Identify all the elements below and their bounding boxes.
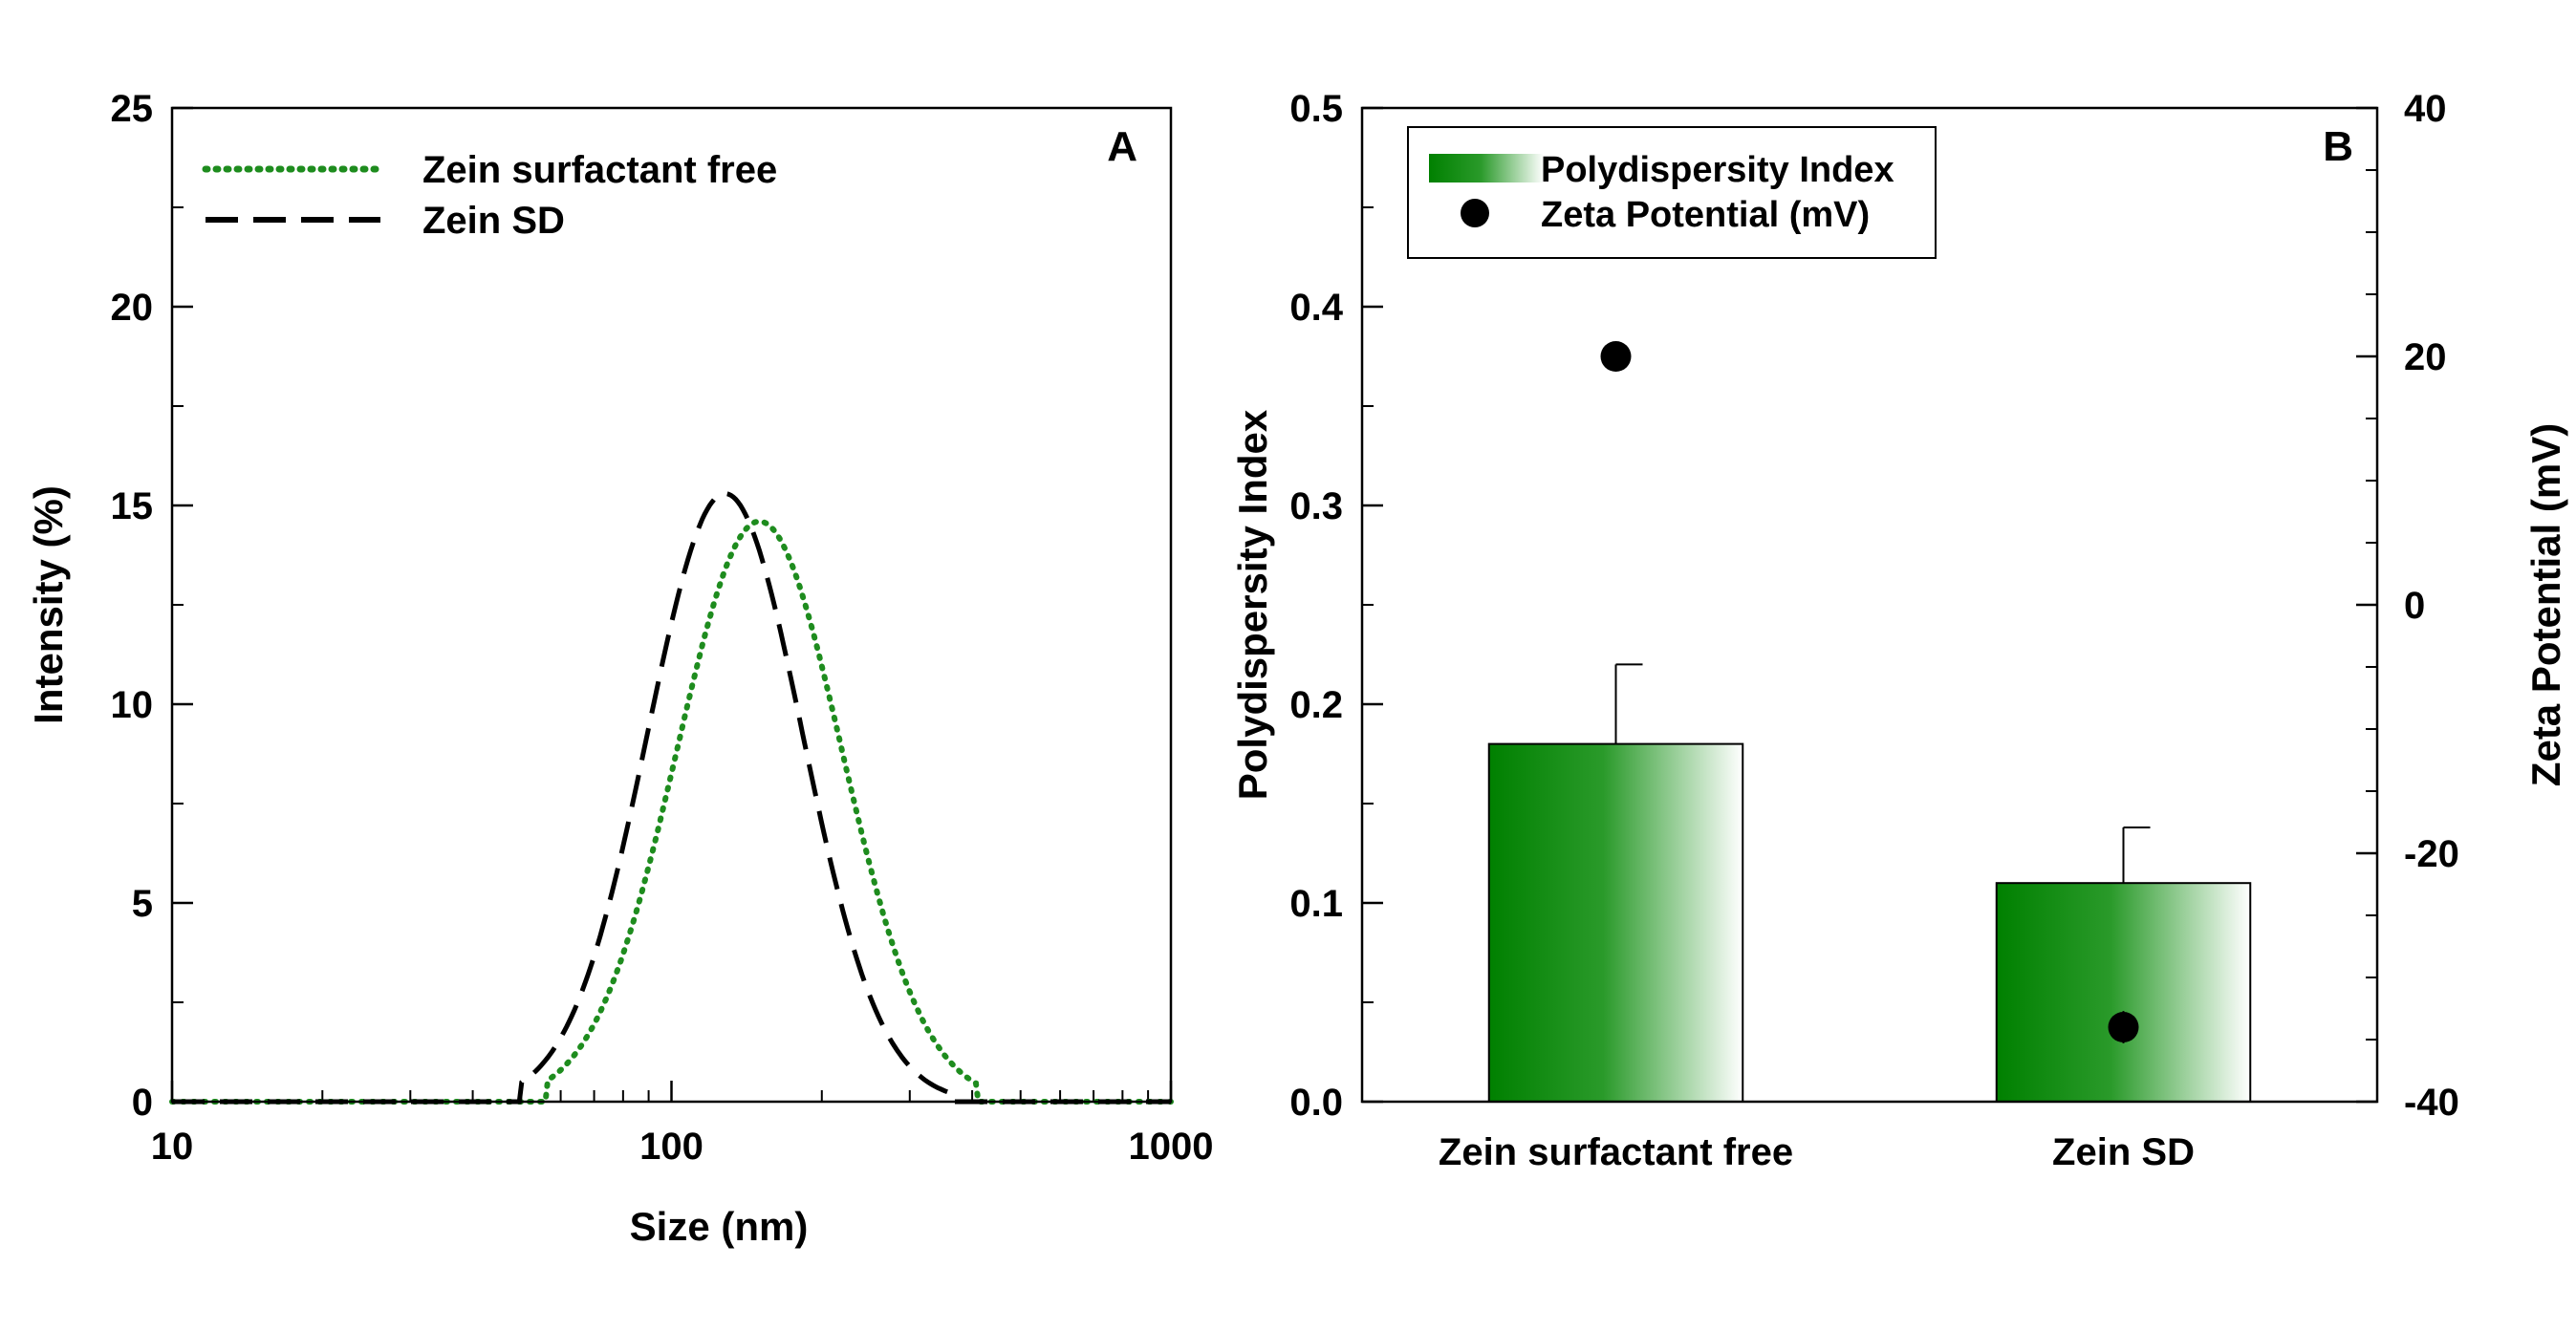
legend-label-zeta-potential: Zeta Potential (mV) — [1541, 195, 1870, 235]
panel-b-y-tick-label: 0.0 — [1289, 1082, 1343, 1124]
panel-a-legend: Zein surfactant free Zein SD — [202, 149, 777, 242]
panel-b-y-tick-label: 0.2 — [1289, 684, 1343, 726]
panel-b-y2-tick-label: 40 — [2404, 88, 2447, 130]
panel-a-grid-ticks — [170, 106, 1173, 1104]
panel-b-y2-tick-label: 0 — [2404, 585, 2425, 627]
panel-a-x-tick-label: 100 — [639, 1126, 704, 1168]
point-zeta-zein-surfactant-free — [1600, 341, 1632, 372]
panel-a-label: A — [1107, 123, 1137, 170]
panel-b-y2-tick-label: -40 — [2404, 1082, 2459, 1124]
panel-a-y-tick-label: 5 — [132, 883, 153, 925]
panel-b-label: B — [2323, 123, 2353, 170]
panel-a-y-tick-label: 15 — [111, 485, 154, 527]
series-line-zein-sd — [172, 491, 1171, 1105]
panel-b-legend: Polydispersity Index Zeta Potential (mV) — [1407, 126, 1937, 259]
panel-b-y-tick-label: 0.3 — [1289, 485, 1343, 527]
panel-b-y2-tick-label: 20 — [2404, 336, 2447, 378]
panel-b-y-tick-label: 0.1 — [1289, 883, 1343, 925]
panel-b-y2-tick-label: -20 — [2404, 833, 2459, 875]
panel-a-y-axis-label: Intensity (%) — [26, 485, 71, 724]
legend-swatch-polydispersity-index — [1429, 154, 1544, 182]
legend-label-zein-surfactant-free: Zein surfactant free — [422, 149, 777, 191]
point-zeta-zein-sd — [2108, 1012, 2139, 1042]
panel-a-x-axis-label: Size (nm) — [630, 1204, 809, 1249]
panel-b: 0.0 0.1 0.2 0.3 0.4 0.5 -40 -20 0 20 40 Zein surfac… — [1230, 88, 2568, 1173]
panel-b-points — [1600, 341, 2139, 1043]
legend-box — [1407, 126, 1937, 259]
legend-label-polydispersity-index: Polydispersity Index — [1541, 150, 1894, 190]
panel-b-y-tick-label: 0.5 — [1289, 88, 1343, 130]
panel-b-y-tick-label: 0.4 — [1289, 287, 1343, 329]
panel-a-y-tick-label: 25 — [111, 88, 154, 130]
panel-b-y-axis-label: Polydispersity Index — [1230, 409, 1275, 800]
bar-pdi-zein-surfactant-free — [1487, 742, 1744, 1103]
legend-swatch-zeta-potential — [1461, 199, 1489, 227]
panel-b-y2-axis-label: Zeta Potential (mV) — [2523, 423, 2568, 786]
panel-b-frame — [1360, 106, 2379, 1104]
panel-b-bars — [1487, 663, 2252, 1104]
panel-b-x-tick-label: Zein surfactant free — [1439, 1131, 1793, 1173]
panel-a-y-tick-label: 0 — [132, 1082, 153, 1124]
panel-a-series — [169, 491, 1174, 1105]
panel-a-frame — [170, 106, 1173, 1104]
panel-a-y-tick-label: 10 — [111, 684, 154, 726]
panel-a-tick-labels: 0 5 10 15 20 25 10 100 1000 — [111, 88, 1214, 1168]
panel-a-x-tick-label: 10 — [151, 1126, 194, 1168]
series-line-zein-surfactant-free — [169, 518, 1174, 1105]
panel-b-tick-labels: 0.0 0.1 0.2 0.3 0.4 0.5 -40 -20 0 20 40 Zein surfac… — [1289, 88, 2458, 1173]
bar-pdi-zein-sd — [1995, 882, 2252, 1104]
panel-b-x-tick-label: Zein SD — [2052, 1131, 2195, 1173]
panel-a-y-tick-label: 20 — [111, 287, 154, 329]
panel-a: 0 5 10 15 20 25 10 100 1000 A Size (nm) Intensit… — [26, 88, 1213, 1249]
panel-a-x-tick-label: 1000 — [1129, 1126, 1214, 1168]
legend-label-zein-sd: Zein SD — [422, 200, 565, 242]
